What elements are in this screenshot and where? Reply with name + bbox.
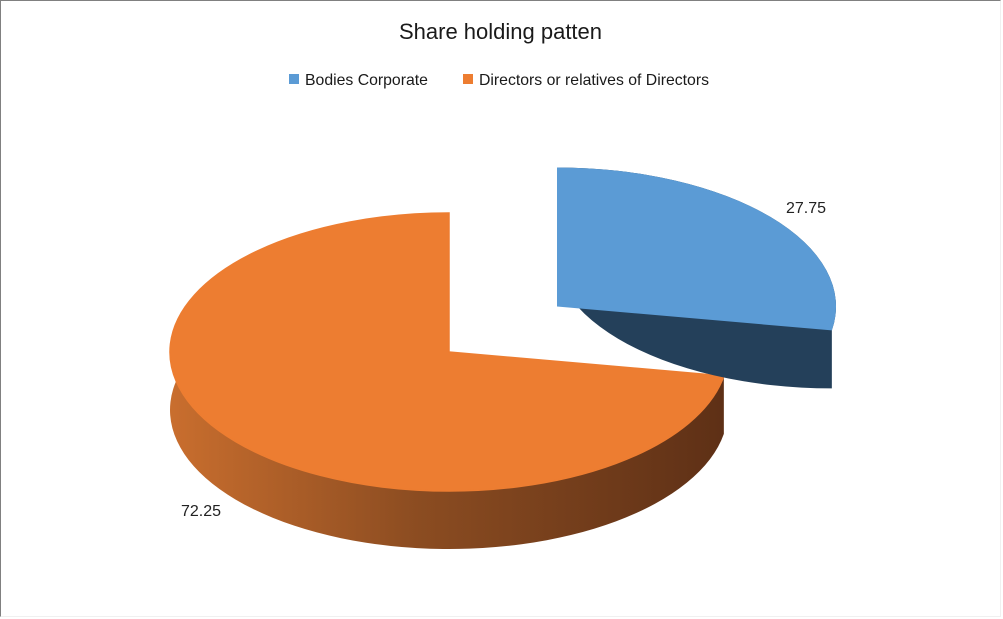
svg-text:72.25: 72.25 (181, 503, 221, 520)
svg-text:27.75: 27.75 (786, 200, 826, 217)
